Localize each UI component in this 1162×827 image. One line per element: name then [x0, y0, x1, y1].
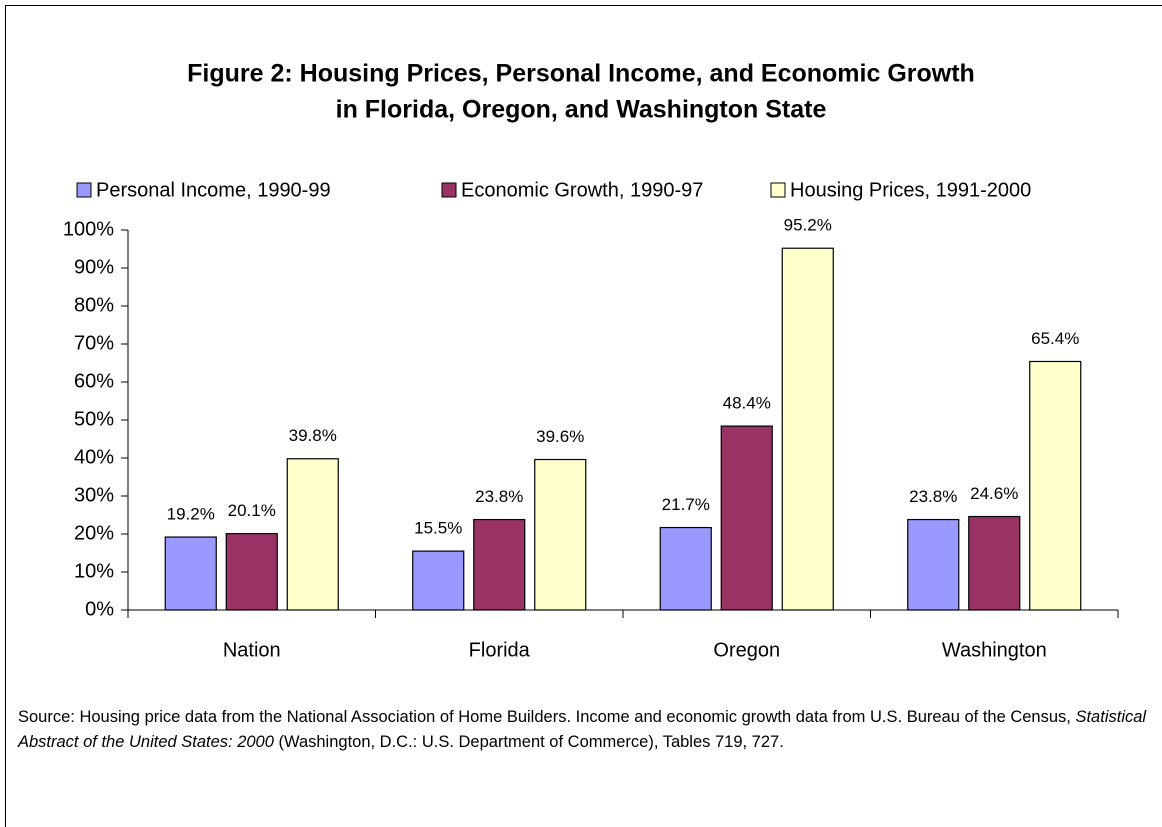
bar [225, 533, 278, 611]
bar [164, 536, 217, 611]
y-tick-label: 100% [63, 218, 114, 240]
value-label: 39.8% [289, 426, 337, 445]
value-label: 23.8% [475, 487, 523, 506]
bar [286, 458, 339, 611]
value-label: 65.4% [1031, 329, 1079, 348]
y-tick-label: 0% [85, 598, 114, 620]
legend-swatch [76, 182, 92, 198]
value-label: 95.2% [784, 216, 832, 235]
bar [781, 247, 834, 611]
y-tick-label: 20% [74, 522, 114, 544]
y-tick-label: 60% [74, 370, 114, 392]
source-title: Statistical Abstract of the United State… [18, 708, 1147, 751]
legend-swatch [770, 182, 786, 198]
y-tick-label: 50% [74, 408, 114, 430]
source-text: (Washington, D.C.: U.S. Department of Co… [273, 733, 784, 751]
value-label: 48.4% [723, 394, 771, 413]
legend-label: Personal Income, 1990-99 [96, 179, 331, 201]
y-tick-label: 90% [74, 256, 114, 278]
bar [412, 550, 465, 611]
chart-border [5, 5, 1162, 827]
value-label: 21.7% [662, 495, 710, 514]
x-tick-label: Oregon [713, 639, 780, 661]
value-label: 20.1% [228, 501, 276, 520]
legend-swatch [441, 182, 457, 198]
bar [720, 425, 773, 611]
x-tick-label: Florida [469, 639, 531, 661]
y-tick-label: 70% [74, 332, 114, 354]
source-text: Source: Housing price data from the Nati… [18, 708, 1076, 726]
bar [473, 518, 526, 611]
y-tick-label: 40% [74, 446, 114, 468]
value-label: 19.2% [167, 505, 215, 524]
y-tick-label: 10% [74, 560, 114, 582]
value-label: 23.8% [909, 487, 957, 506]
bar [1029, 360, 1082, 611]
y-tick-label: 30% [74, 484, 114, 506]
x-tick-label: Washington [942, 639, 1047, 661]
source-note: Source: Housing price data from the Nati… [18, 705, 1148, 755]
value-label: 15.5% [414, 519, 462, 538]
bar [968, 515, 1021, 611]
bar [907, 518, 960, 611]
bar [534, 458, 587, 611]
value-label: 24.6% [970, 484, 1018, 503]
x-tick-label: Nation [223, 639, 281, 661]
bar [659, 526, 712, 611]
value-label: 39.6% [536, 427, 584, 446]
legend-label: Housing Prices, 1991-2000 [790, 179, 1031, 201]
chart-title: in Florida, Oregon, and Washington State [336, 96, 827, 124]
y-tick-label: 80% [74, 294, 114, 316]
chart-title: Figure 2: Housing Prices, Personal Incom… [187, 60, 975, 88]
legend-label: Economic Growth, 1990-97 [461, 179, 703, 201]
